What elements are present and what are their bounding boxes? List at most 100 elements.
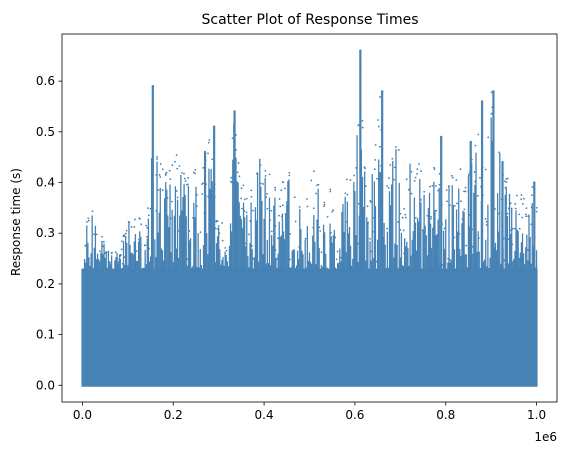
scatter-point [522, 197, 525, 200]
scatter-spike-point [501, 161, 504, 164]
scatter-point [169, 252, 172, 254]
scatter-point [379, 145, 381, 148]
scatter-point [485, 224, 488, 226]
scatter-point [147, 214, 150, 217]
scatter-point [252, 257, 254, 260]
scatter-point [280, 189, 283, 192]
scatter-spike-point [480, 100, 484, 103]
scatter-point [477, 237, 480, 239]
scatter-point [188, 230, 191, 232]
chart-title: Scatter Plot of Response Times [202, 12, 419, 28]
scatter-point [183, 177, 186, 180]
scatter-point [497, 212, 500, 215]
x-tick-label: 0.4 [255, 408, 274, 422]
scatter-point [429, 217, 432, 220]
scatter-point [93, 233, 95, 236]
scatter-point [471, 228, 474, 231]
scatter-point [176, 196, 179, 199]
scatter-point [388, 177, 390, 179]
scatter-point [265, 196, 268, 199]
scatter-point [105, 251, 108, 254]
scatter-point [156, 158, 158, 160]
scatter-point [402, 229, 405, 232]
scatter-point [264, 175, 267, 177]
y-tick-label: 0.2 [36, 277, 55, 291]
scatter-point [158, 174, 161, 176]
scatter-point [250, 195, 253, 198]
scatter-point [525, 207, 528, 209]
scatter-point [279, 205, 282, 208]
scatter-point [520, 198, 523, 201]
scatter-point [156, 155, 159, 158]
scatter-point [332, 209, 335, 211]
scatter-point [503, 180, 506, 183]
scatter-point [376, 177, 379, 180]
scatter-point [323, 203, 326, 206]
scatter-spike-point [203, 150, 207, 154]
scatter-point [230, 176, 233, 179]
x-axis-scale-label: 1e6 [534, 430, 557, 444]
scatter-point [506, 177, 509, 180]
scatter-point [468, 214, 471, 216]
scatter-point [274, 189, 277, 191]
scatter-point [404, 213, 407, 216]
scatter-point [184, 180, 187, 182]
scatter-point [86, 220, 88, 223]
scatter-point [164, 174, 167, 176]
scatter-point [530, 194, 533, 197]
scatter-point [391, 157, 394, 160]
scatter-point [386, 184, 388, 187]
scatter-point [329, 190, 332, 193]
scatter-point [353, 182, 355, 184]
scatter-point [289, 233, 292, 235]
scatter-point [465, 244, 468, 247]
y-tick-label: 0.6 [36, 74, 55, 88]
scatter-point [282, 181, 285, 184]
scatter-point [316, 184, 319, 187]
scatter-point [211, 158, 214, 161]
scatter-point [518, 213, 521, 216]
scatter-point [459, 168, 462, 171]
scatter-point [146, 235, 148, 238]
scatter-point [369, 237, 371, 240]
scatter-point [161, 168, 164, 171]
scatter-point [274, 225, 277, 227]
scatter-point [245, 197, 248, 200]
scatter-point [344, 192, 347, 195]
scatter-point [315, 192, 318, 195]
scatter-point [510, 207, 513, 210]
y-tick-label: 0.0 [36, 378, 55, 392]
scatter-point [361, 120, 364, 122]
scatter-point [506, 212, 509, 215]
scatter-spike-point [469, 140, 472, 144]
scatter-point [535, 206, 538, 209]
scatter-point [135, 250, 138, 253]
scatter-point [102, 240, 105, 243]
scatter-point [395, 146, 397, 148]
scatter-point [157, 189, 160, 191]
scatter-point [484, 168, 487, 171]
scatter-spike-point [533, 181, 536, 184]
scatter-point [521, 216, 524, 219]
scatter-point [435, 209, 438, 212]
scatter-point [306, 205, 309, 208]
scatter-point [487, 136, 490, 139]
scatter-point [96, 233, 98, 236]
scatter-point [511, 243, 514, 246]
scatter-point [199, 231, 202, 234]
scatter-point [334, 236, 337, 239]
scatter-point [453, 205, 456, 207]
scatter-point [202, 182, 204, 185]
scatter-point [477, 194, 479, 197]
scatter-point [386, 227, 389, 230]
scatter-point [252, 209, 254, 212]
scatter-point [397, 149, 400, 151]
y-tick-label: 0.1 [36, 328, 55, 342]
scatter-point [119, 253, 122, 256]
scatter-point [431, 184, 434, 187]
scatter-point [207, 141, 210, 144]
scatter-point [345, 178, 348, 181]
y-tick-label: 0.5 [36, 125, 55, 139]
scatter-point [494, 208, 496, 210]
